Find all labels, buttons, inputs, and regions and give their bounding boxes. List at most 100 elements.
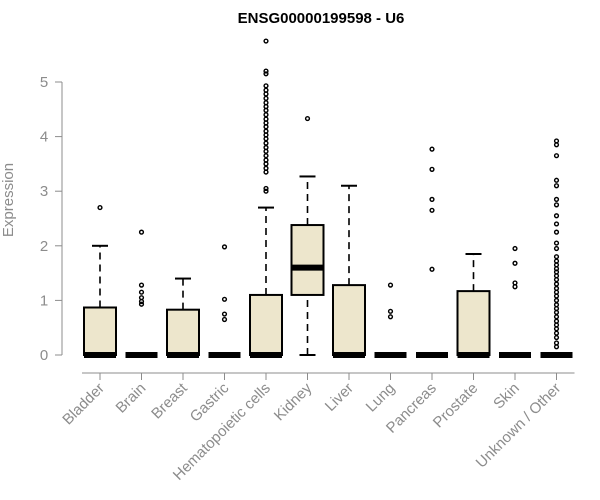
outlier-point [263, 71, 269, 77]
outlier-point [553, 153, 560, 159]
outlier-point [553, 229, 560, 235]
y-tick-label: 3 [40, 183, 48, 200]
chart-title: ENSG00000199598 - U6 [238, 10, 405, 27]
outlier-point [138, 282, 145, 288]
outlier-point [221, 296, 228, 302]
box-group [499, 245, 531, 358]
outlier-point [429, 207, 435, 213]
outlier-point [138, 298, 145, 305]
box-group [416, 146, 448, 358]
outlier-point [553, 314, 560, 320]
y-tick-label: 1 [40, 292, 48, 309]
box-group [249, 38, 283, 358]
outlier-point [221, 311, 228, 317]
outlier-point [553, 240, 560, 246]
outlier-point [263, 38, 269, 44]
outlier-point [263, 107, 269, 113]
boxes-group [83, 38, 573, 358]
outlier-point [553, 277, 560, 283]
outlier-point [553, 221, 560, 227]
outlier-point [553, 344, 560, 350]
box-group [290, 115, 325, 356]
box-group [208, 244, 241, 358]
outlier-point [263, 68, 269, 74]
outlier-point [263, 124, 269, 130]
box-group [125, 229, 158, 358]
outlier-point [97, 204, 103, 211]
outlier-point [553, 245, 560, 252]
outlier-point [263, 148, 269, 154]
outlier-point [221, 244, 228, 250]
box-group [374, 282, 407, 358]
outlier-point [138, 289, 145, 295]
outlier-point [512, 260, 518, 266]
outlier-point [553, 183, 560, 189]
y-tick-label: 4 [40, 129, 48, 146]
y-tick-label: 0 [40, 347, 48, 364]
outlier-point [553, 297, 560, 303]
outlier-point [429, 166, 435, 172]
outlier-point [553, 196, 560, 202]
y-tick-label: 5 [40, 74, 48, 91]
outlier-point [138, 229, 145, 235]
outlier-point [263, 185, 269, 192]
box-body [290, 224, 325, 296]
box-body [456, 290, 491, 357]
outlier-point [263, 161, 269, 167]
outlier-point [263, 169, 269, 175]
x-tick-label: Prostate [430, 380, 482, 432]
outlier-point [138, 301, 145, 307]
box-group [456, 252, 491, 358]
outlier-point [263, 188, 269, 194]
outlier-point [429, 146, 435, 152]
outlier-point [263, 91, 269, 97]
x-tick-label: Liver [322, 380, 357, 415]
outlier-point [512, 284, 518, 290]
box-group [166, 277, 200, 358]
y-axis: 0 1 2 3 4 5 [40, 74, 63, 364]
x-tick-label: Skin [490, 380, 523, 413]
outlier-point [553, 281, 560, 287]
outlier-point [263, 140, 269, 146]
outlier-point [429, 196, 435, 202]
outlier-point [263, 95, 269, 101]
outlier-point [263, 153, 269, 159]
outlier-point [553, 254, 560, 260]
box-body [83, 306, 117, 356]
outlier-point [553, 309, 560, 316]
outlier-point [553, 330, 560, 336]
outlier-point [553, 293, 560, 299]
outlier-point [553, 326, 560, 332]
outlier-point [512, 245, 518, 252]
box-group [540, 138, 573, 358]
box-body [249, 293, 283, 357]
box-body [332, 284, 366, 356]
x-tick-label: Breast [148, 379, 191, 422]
x-tick-label: Brain [113, 380, 150, 417]
outlier-point [221, 316, 228, 323]
outlier-point [387, 308, 394, 314]
y-tick-label: 2 [40, 238, 48, 255]
outlier-point [553, 213, 560, 219]
outlier-point [304, 115, 311, 122]
outlier-point [263, 112, 269, 118]
x-tick-label: Kidney [271, 379, 316, 424]
box-group [332, 184, 366, 358]
outlier-point [553, 202, 560, 208]
y-axis-label: Expression [0, 163, 17, 237]
x-tick-label: Bladder [59, 380, 108, 429]
box-body [166, 308, 200, 357]
outlier-point [387, 282, 394, 288]
outlier-point [553, 334, 560, 341]
outlier-point [263, 136, 269, 142]
x-tick-label: Lung [363, 380, 399, 416]
outlier-point [429, 266, 435, 272]
outlier-point [387, 314, 394, 320]
outlier-point [553, 142, 560, 148]
outlier-point [553, 177, 560, 183]
outlier-point [263, 83, 269, 89]
box-group [83, 204, 117, 358]
